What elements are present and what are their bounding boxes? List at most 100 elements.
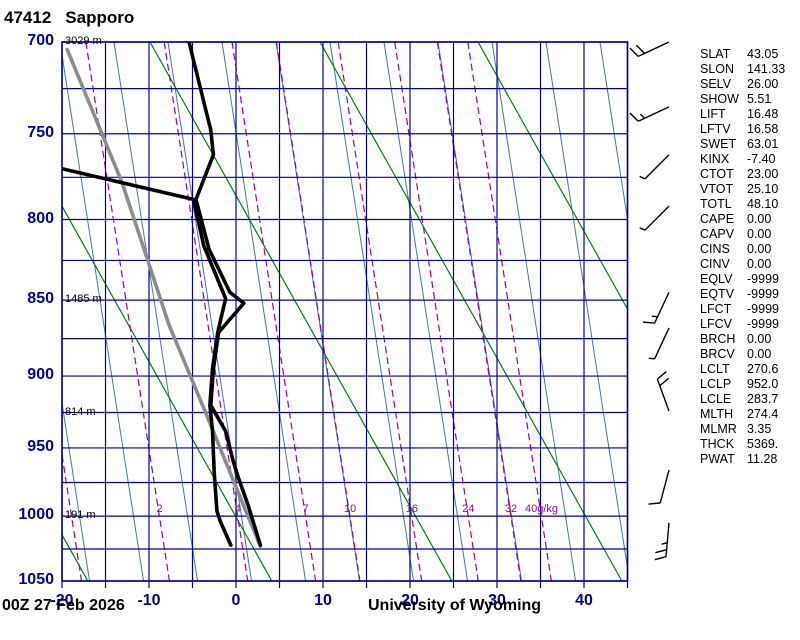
index-value: 26.00	[747, 77, 779, 91]
background-lines	[62, 42, 628, 581]
index-value: 16.48	[747, 107, 779, 121]
index-row: PWAT 11.28	[700, 452, 800, 467]
mixing-ratio-label: 7	[302, 503, 309, 515]
index-value: 141.33	[747, 62, 786, 76]
index-value: 0.00	[747, 257, 772, 271]
index-row: CAPE 0.00	[700, 212, 800, 227]
index-value: 48.10	[747, 197, 779, 211]
index-value: -9999	[747, 287, 779, 301]
index-label: BRCV	[700, 347, 735, 361]
index-label: LFCT	[700, 302, 732, 316]
mixing-ratio-label: 4	[234, 503, 241, 515]
index-row: EQLV -9999	[700, 272, 800, 287]
index-row: TOTL 48.10	[700, 197, 800, 212]
pressure-tick-label: 800	[27, 209, 54, 227]
temperature-tick-label: -10	[137, 592, 161, 609]
index-value: -9999	[747, 302, 779, 316]
index-row: LCLT 270.6	[700, 362, 800, 377]
index-label: LIFT	[700, 107, 726, 121]
index-label: CINV	[700, 257, 730, 271]
index-value: 5.51	[747, 92, 772, 106]
index-value: 25.10	[747, 182, 779, 196]
wind-barb	[648, 327, 670, 360]
temperature-trace	[187, 42, 263, 547]
height-annotation: 814 m	[65, 405, 96, 418]
index-label: CINS	[700, 242, 730, 256]
mixing-ratio-label: 32	[504, 503, 518, 515]
index-value: -9999	[747, 272, 779, 286]
index-value: -9999	[747, 317, 779, 331]
sounding-timestamp: 00Z 27 Feb 2026	[2, 597, 125, 614]
index-value: 283.7	[747, 392, 779, 406]
station-id: 47412	[4, 8, 52, 27]
wind-barbs	[629, 41, 670, 561]
height-annotation: 191 m	[65, 509, 96, 522]
pressure-tick-label: 750	[27, 123, 54, 141]
index-label: BRCH	[700, 332, 736, 346]
stability-indices-panel: SLAT 43.05 SLON 141.33 SELV 26.00 SHOW 5.51 LIFT…	[700, 47, 800, 467]
wind-barb	[639, 154, 670, 180]
pressure-tick-label: 850	[27, 290, 54, 308]
index-value: -7.40	[747, 152, 776, 166]
index-value: 0.00	[747, 212, 772, 226]
index-label: SHOW	[700, 92, 739, 106]
index-row: KINX -7.40	[700, 152, 800, 167]
index-row: LFCT -9999	[700, 302, 800, 317]
index-row: LFTV 16.58	[700, 122, 800, 137]
index-row: CAPV 0.00	[700, 227, 800, 242]
index-row: MLTH 274.4	[700, 407, 800, 422]
index-value: 0.00	[747, 242, 772, 256]
pressure-tick-label: 900	[27, 366, 54, 384]
height-annotation: 3029 m	[65, 35, 102, 47]
index-value: 23.00	[747, 167, 779, 181]
index-row: SWET 63.01	[700, 137, 800, 152]
mixing-ratio-label: 10	[343, 503, 357, 515]
pressure-tick-label: 1050	[18, 571, 54, 588]
index-label: EQTV	[700, 287, 735, 301]
index-row: LIFT 16.48	[700, 107, 800, 122]
station-name: Sapporo	[65, 8, 135, 27]
index-row: CTOT 23.00	[700, 167, 800, 182]
height-annotation: 1485 m	[65, 293, 102, 306]
wind-barb	[629, 106, 670, 122]
index-row: LCLP 952.0	[700, 377, 800, 392]
index-label: SLAT	[700, 47, 731, 61]
index-label: LFCV	[700, 317, 732, 331]
index-row: LCLE 283.7	[700, 392, 800, 407]
index-value: 0.00	[747, 227, 772, 241]
index-value: 63.01	[747, 137, 779, 151]
temperature-tick-label: 30	[488, 592, 506, 609]
index-value: 0.00	[747, 332, 772, 346]
index-value: 270.6	[747, 362, 779, 376]
index-label: LCLE	[700, 392, 732, 406]
index-row: SELV 26.00	[700, 77, 800, 92]
index-label: TOTL	[700, 197, 732, 211]
temperature-tick-label: 20	[401, 592, 419, 609]
index-value: 274.4	[747, 407, 779, 421]
index-row: CINV 0.00	[700, 257, 800, 272]
index-label: PWAT	[700, 452, 735, 466]
index-label: MLMR	[700, 422, 737, 436]
index-row: SLAT 43.05	[700, 47, 800, 62]
index-label: CAPE	[700, 212, 735, 226]
wind-barb	[654, 522, 670, 561]
index-value: 16.58	[747, 122, 779, 136]
index-label: CAPV	[700, 227, 735, 241]
index-row: VTOT 25.10	[700, 182, 800, 197]
index-row: SHOW 5.51	[700, 92, 800, 107]
temperature-tick-label: 0	[231, 592, 241, 609]
wind-barb	[648, 469, 670, 505]
index-label: LFTV	[700, 122, 731, 136]
pressure-tick-label: 700	[27, 32, 54, 49]
index-row: SLON 141.33	[700, 62, 800, 77]
index-value: 0.00	[747, 347, 772, 361]
index-label: LCLP	[700, 377, 732, 391]
index-label: MLTH	[700, 407, 734, 421]
index-value: 952.0	[747, 377, 779, 391]
index-label: VTOT	[700, 182, 734, 196]
temperature-tick-label: -20	[50, 592, 74, 609]
mixing-ratio-label: 2	[156, 503, 163, 515]
index-row: BRCH 0.00	[700, 332, 800, 347]
index-value: 11.28	[747, 452, 778, 466]
mixing-ratio-label: 40g/kg	[524, 503, 559, 515]
